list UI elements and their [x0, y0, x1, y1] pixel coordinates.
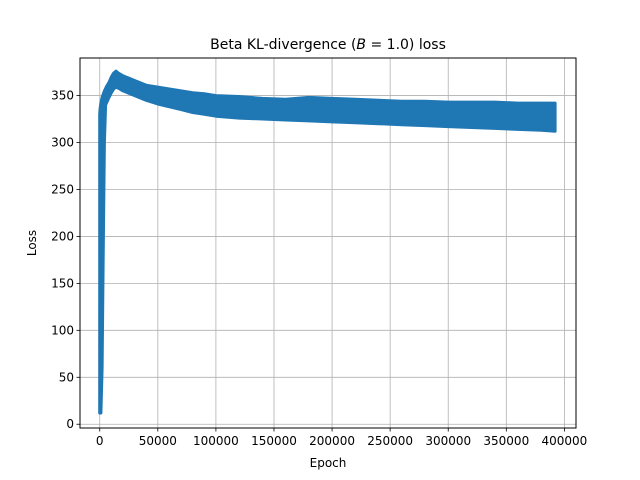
- chart-title-suffix: = 1.0) loss: [366, 37, 446, 53]
- chart-title: Beta KL-divergence (B = 1.0) loss: [210, 37, 446, 53]
- loss-series-band: [98, 69, 557, 415]
- x-axis-label: Epoch: [310, 456, 347, 470]
- x-tick-label: 350000: [483, 434, 529, 448]
- y-axis-label: Loss: [25, 230, 39, 256]
- x-tick-label: 150000: [251, 434, 297, 448]
- axis-ticks: 0 50000 100000 150000 200000 250000 300000 3500…: [51, 89, 587, 448]
- y-tick-label: 300: [51, 136, 74, 150]
- y-tick-label: 150: [51, 276, 74, 290]
- y-tick-label: 0: [66, 417, 74, 431]
- y-tick-label: 250: [51, 182, 74, 196]
- x-tick-label: 400000: [541, 434, 587, 448]
- x-tick-label: 50000: [139, 434, 177, 448]
- x-tick-label: 300000: [425, 434, 471, 448]
- x-tick-label: 100000: [193, 434, 239, 448]
- series-area: [98, 69, 557, 415]
- x-tick-label: 0: [96, 434, 104, 448]
- y-tick-label: 350: [51, 89, 74, 103]
- plot-frame: [79, 57, 577, 429]
- y-tick-label: 100: [51, 323, 74, 337]
- chart-title-prefix: Beta KL-divergence (: [210, 37, 356, 53]
- x-tick-label: 200000: [309, 434, 355, 448]
- y-tick-label: 200: [51, 229, 74, 243]
- y-tick-label: 50: [59, 370, 74, 384]
- x-tick-label: 250000: [367, 434, 413, 448]
- chart-title-variable: B: [356, 37, 366, 53]
